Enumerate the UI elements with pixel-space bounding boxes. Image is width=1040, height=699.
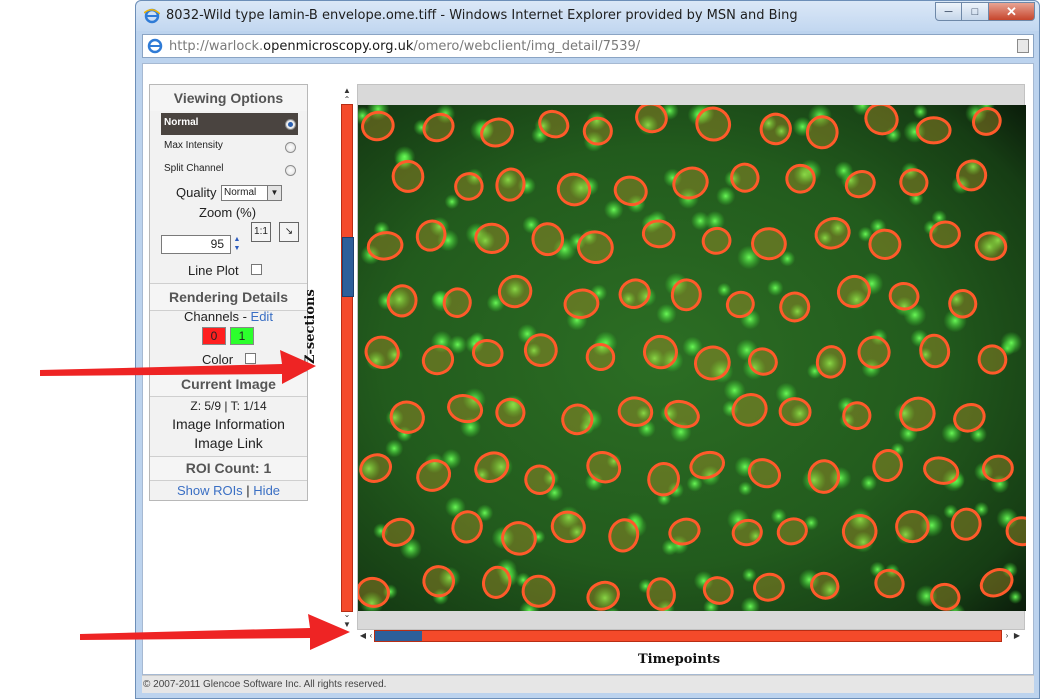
divider: [150, 396, 307, 397]
zoom-fit-button[interactable]: ↘: [279, 222, 299, 242]
show-rois-link[interactable]: Show ROIs: [176, 483, 243, 498]
z-sections-label: Z-sections: [303, 289, 318, 364]
option-normal[interactable]: Normal: [161, 113, 298, 135]
timepoints-label: Timepoints: [638, 652, 721, 667]
z-section-slider[interactable]: ▲ ⌃ ⌄ ▼: [341, 86, 354, 630]
address-bar[interactable]: http://warlock.openmicroscopy.org.uk/ome…: [142, 34, 1034, 58]
current-image-heading: Current Image: [150, 372, 307, 396]
url-text[interactable]: http://warlock.openmicroscopy.org.uk/ome…: [169, 39, 641, 54]
microscopy-image[interactable]: [358, 105, 1026, 611]
minimize-icon: ─: [944, 5, 953, 18]
hide-rois-link[interactable]: Hide: [253, 483, 281, 498]
t-slider-thumb[interactable]: [375, 631, 422, 641]
viewing-options-panel: Viewing Options Normal Max Intensity Spl…: [149, 84, 308, 501]
t-first-icon[interactable]: ◀: [359, 631, 367, 640]
viewing-options-heading: Viewing Options: [150, 85, 307, 111]
image-information-link[interactable]: Image Information: [172, 416, 285, 432]
t-slider-track[interactable]: [374, 630, 1002, 642]
divider: [150, 283, 307, 284]
line-plot-label: Line Plot: [188, 263, 239, 278]
position-text: Z: 5/9 | T: 1/14: [190, 399, 267, 413]
status-bar: © 2007-2011 Glencoe Software Inc. All ri…: [142, 675, 1034, 693]
spin-up-icon[interactable]: ▲: [233, 236, 241, 243]
option-split-channel[interactable]: Split Channel: [161, 159, 298, 181]
rendering-details-heading: Rendering Details: [150, 284, 307, 310]
divider: [150, 480, 307, 481]
color-checkbox[interactable]: [245, 353, 256, 364]
roi-actions: Show ROIs | Hide: [176, 483, 281, 498]
window-title: 8032-Wild type lamin-B envelope.ome.tiff…: [166, 8, 798, 23]
channels-row: Channels - Edit: [184, 309, 273, 324]
title-bar: 8032-Wild type lamin-B envelope.ome.tiff…: [136, 1, 1039, 31]
browser-window: 8032-Wild type lamin-B envelope.ome.tiff…: [135, 0, 1040, 699]
z-first-icon[interactable]: ▲: [343, 86, 351, 95]
zoom-1to1-button[interactable]: 1:1: [251, 222, 271, 242]
close-button[interactable]: ✕: [989, 2, 1035, 21]
dropdown-arrow-icon: ▼: [267, 186, 281, 200]
minimize-button[interactable]: ─: [935, 2, 962, 21]
zoom-spinner[interactable]: ▲ ▼: [231, 235, 243, 254]
zoom-label: Zoom (%): [199, 205, 257, 220]
image-link[interactable]: Image Link: [194, 435, 263, 451]
window-controls: ─ □ ✕: [935, 2, 1035, 21]
divider: [150, 456, 307, 457]
t-last-icon[interactable]: ▶: [1013, 631, 1021, 640]
divider: [150, 310, 307, 311]
maximize-button[interactable]: □: [962, 2, 989, 21]
spin-down-icon[interactable]: ▼: [233, 245, 241, 252]
radio-max-intensity-icon[interactable]: [285, 142, 296, 153]
page-content: Viewing Options Normal Max Intensity Spl…: [142, 63, 1034, 675]
zoom-input[interactable]: 95: [161, 235, 231, 254]
page-icon: [147, 38, 163, 54]
z-last-icon[interactable]: ▼: [343, 620, 351, 629]
compatibility-view-icon[interactable]: [1017, 39, 1029, 53]
ie-logo-icon: [144, 8, 160, 24]
roi-count: ROI Count: 1: [150, 457, 307, 480]
quality-select[interactable]: Normal ▼: [221, 185, 282, 201]
z-down-icon[interactable]: ⌄: [343, 610, 351, 619]
radio-normal-icon[interactable]: [285, 119, 296, 130]
radio-split-channel-icon[interactable]: [285, 165, 296, 176]
t-left-icon[interactable]: ‹: [369, 631, 373, 640]
channels-edit-link[interactable]: Edit: [250, 309, 273, 324]
fit-arrow-icon: ↘: [284, 226, 294, 237]
maximize-icon: □: [971, 5, 979, 18]
timepoint-slider[interactable]: ◀ ‹ › ▶: [357, 629, 1025, 643]
z-slider-thumb[interactable]: [342, 237, 354, 297]
channel-0-button[interactable]: 0: [202, 327, 226, 345]
image-viewer[interactable]: [357, 84, 1026, 630]
z-up-icon[interactable]: ⌃: [343, 95, 351, 104]
quality-label: Quality: [176, 185, 217, 200]
color-label: Color: [202, 352, 234, 367]
t-right-icon[interactable]: ›: [1005, 631, 1009, 640]
channel-1-button[interactable]: 1: [230, 327, 254, 345]
z-slider-track[interactable]: [341, 104, 354, 612]
line-plot-checkbox[interactable]: [251, 264, 262, 275]
option-max-intensity[interactable]: Max Intensity: [161, 136, 298, 158]
close-icon: ✕: [1006, 3, 1017, 19]
